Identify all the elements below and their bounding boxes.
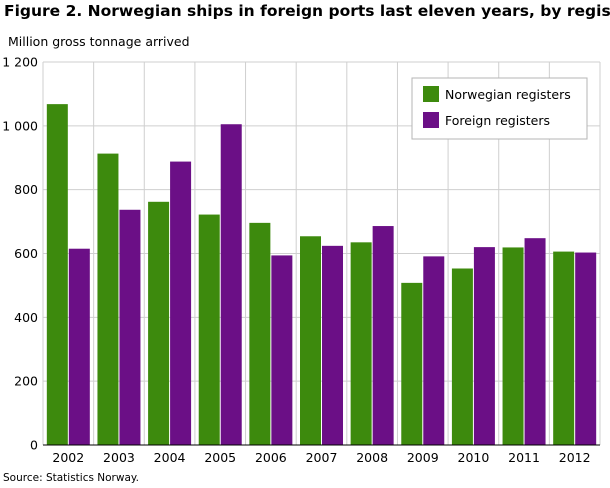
bar-norwegian-2009: [401, 282, 423, 445]
bars: [46, 104, 597, 446]
legend-label-norwegian: Norwegian registers: [445, 87, 571, 102]
bar-norwegian-2012: [553, 251, 575, 445]
x-tick-label: 2006: [255, 450, 287, 465]
x-tick-label: 2010: [458, 450, 490, 465]
legend-box: [411, 77, 588, 140]
x-tick-label: 2009: [407, 450, 439, 465]
bar-norwegian-2007: [300, 236, 321, 445]
y-tick-label: 800: [14, 182, 38, 197]
bar-foreign-2008: [372, 226, 394, 445]
y-tick-label: 1 200: [2, 55, 38, 70]
bar-foreign-2002: [68, 248, 90, 445]
bar-foreign-2012: [575, 252, 597, 445]
chart-title: Figure 2. Norwegian ships in foreign por…: [4, 2, 610, 20]
axes: 0 200 400 600 800 1 000 1 200 2002 2003 2004 2005 2…: [2, 55, 600, 465]
bar-norwegian-2002: [46, 104, 68, 445]
bar-foreign-2010: [473, 247, 495, 445]
bar-norwegian-2005: [198, 214, 220, 445]
source-note: Source: Statistics Norway.: [3, 472, 139, 484]
x-tick-label: 2004: [154, 450, 186, 465]
bar-foreign-2006: [271, 255, 293, 445]
bar-norwegian-2010: [451, 268, 473, 445]
x-tick-label: 2005: [204, 450, 236, 465]
y-tick-label: 600: [14, 246, 38, 261]
legend-label-foreign: Foreign registers: [445, 113, 550, 128]
y-tick-label: 0: [30, 438, 38, 453]
y-tick-label: 1 000: [2, 118, 38, 133]
legend-swatch-norwegian: [423, 86, 439, 102]
x-tick-label: 2007: [306, 450, 338, 465]
y-tick-label: 400: [14, 310, 38, 325]
x-tick-label: 2003: [103, 450, 135, 465]
x-tick-label: 2008: [356, 450, 388, 465]
bar-norwegian-2011: [502, 247, 524, 445]
bar-norwegian-2004: [148, 201, 170, 445]
legend-swatch-foreign: [423, 112, 439, 128]
bar-norwegian-2003: [97, 153, 119, 445]
y-axis-label: Million gross tonnage arrived: [8, 34, 190, 49]
bar-foreign-2007: [322, 245, 343, 445]
x-tick-label: 2012: [559, 450, 591, 465]
bar-foreign-2009: [423, 256, 445, 445]
y-tick-label: 200: [14, 374, 38, 389]
bar-foreign-2011: [524, 238, 546, 445]
bar-norwegian-2006: [249, 222, 271, 445]
x-tick-label: 2002: [52, 450, 84, 465]
x-tick-label: 2011: [508, 450, 540, 465]
legend: Norwegian registers Foreign registers: [411, 77, 588, 140]
bar-norwegian-2008: [350, 242, 372, 445]
bar-foreign-2003: [119, 209, 141, 445]
bar-foreign-2005: [220, 124, 242, 446]
bar-foreign-2004: [170, 161, 192, 445]
